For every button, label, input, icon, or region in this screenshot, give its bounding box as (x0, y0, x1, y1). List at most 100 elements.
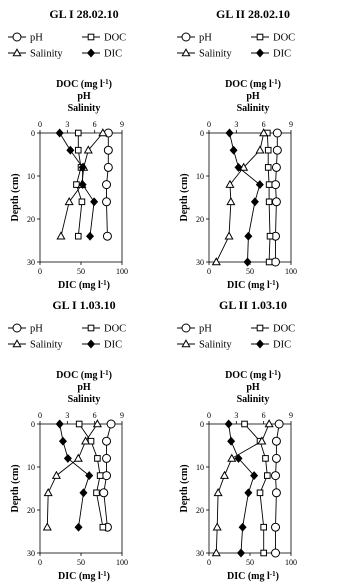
chart-panel-1: GL I 28.02.10 pH DOC Salinity DIC DOC (mg l-1… (8, 7, 128, 291)
y-tick-label: 30 (196, 258, 204, 267)
legend-marker-ph (181, 32, 191, 42)
data-point-dic (63, 453, 72, 463)
data-point-doc (78, 198, 86, 206)
y-axis-label: Depth (cm) (179, 173, 190, 221)
top-tick-label: 6 (262, 120, 266, 129)
data-point-doc (262, 455, 269, 462)
legend-item-dic: DIC (251, 49, 291, 60)
top-tick-label: 3 (65, 120, 69, 129)
data-point-doc (96, 472, 104, 479)
data-point-ph (271, 162, 281, 172)
top-tick-label: 0 (38, 120, 42, 129)
data-point-salinity (42, 522, 52, 531)
top-axis-label-doc: DOC (mg l-1) (225, 369, 281, 381)
data-point-ph (271, 548, 281, 558)
chart-title: GL II 28.02.10 (216, 7, 290, 21)
top-tick-label: 9 (120, 120, 124, 129)
y-tick-label: 0 (31, 129, 35, 138)
series-dic (225, 128, 264, 267)
data-point-dic (244, 231, 253, 241)
data-point-ph (102, 231, 112, 241)
data-point-doc (74, 146, 82, 154)
data-point-dic (250, 471, 259, 481)
legend-marker-doc (256, 33, 264, 41)
data-point-ph (106, 419, 116, 429)
legend-marker-salinity (181, 48, 191, 57)
legend-marker-salinity (12, 48, 22, 57)
top-tick-label: 6 (93, 411, 97, 420)
data-point-doc (265, 258, 273, 266)
top-tick-label: 0 (207, 120, 211, 129)
series-ph (102, 128, 113, 241)
series-line-salinity (46, 423, 98, 528)
chart-title: GL I 1.03.10 (52, 298, 115, 312)
data-point-dic (238, 522, 247, 532)
y-tick-label: 20 (196, 215, 204, 224)
series-ph (99, 419, 116, 532)
data-point-doc (93, 489, 100, 497)
data-point-salinity (81, 436, 91, 445)
y-tick-label: 10 (27, 172, 35, 181)
series-salinity (211, 128, 269, 266)
data-point-dic (58, 436, 67, 446)
series-doc (75, 420, 107, 531)
series-doc (264, 129, 274, 266)
data-point-salinity (225, 179, 235, 188)
data-point-dic (225, 128, 234, 138)
data-point-salinity (92, 419, 102, 428)
data-point-doc (75, 420, 83, 428)
data-point-ph (102, 197, 112, 207)
bottom-tick-label: 50 (77, 558, 85, 567)
top-tick-label: 3 (234, 120, 238, 129)
data-point-dic (227, 436, 236, 446)
data-point-salinity (257, 436, 267, 445)
data-point-doc (260, 549, 267, 557)
top-tick-label: 6 (93, 120, 97, 129)
legend: pH DOC Salinity DIC (8, 323, 126, 351)
data-point-salinity (98, 128, 108, 137)
data-point-ph (271, 257, 281, 267)
data-point-salinity (43, 487, 53, 497)
data-point-salinity (64, 196, 74, 206)
y-tick-label: 20 (196, 506, 204, 515)
data-point-doc (74, 232, 82, 240)
bottom-axis-label: DIC (mg l-1) (58, 279, 110, 291)
data-point-ph (272, 145, 282, 155)
legend-item-doc: DOC (251, 33, 295, 44)
data-point-doc (265, 181, 273, 188)
data-point-salinity (83, 145, 93, 154)
top-tick-label: 3 (65, 411, 69, 420)
series-salinity (42, 419, 102, 531)
top-axis-label-doc: DOC (mg l-1) (225, 78, 281, 90)
data-point-salinity (226, 196, 236, 206)
legend-marker-doc (87, 33, 95, 41)
top-tick-label: 6 (262, 411, 266, 420)
legend-item-dic: DIC (251, 340, 291, 351)
legend-label: Salinity (30, 340, 63, 351)
bottom-tick-label: 50 (77, 267, 85, 276)
data-point-dic (79, 488, 88, 498)
data-point-ph (271, 522, 281, 532)
data-point-dic (66, 145, 75, 155)
data-point-ph (99, 488, 109, 498)
legend-marker-doc (87, 324, 95, 332)
y-tick-label: 30 (27, 258, 35, 267)
legend-item-salinity: Salinity (177, 48, 232, 60)
data-point-ph (272, 128, 282, 138)
data-point-dic (90, 197, 99, 207)
top-axis-label-salinity: Salinity (68, 103, 101, 114)
legend-item-ph: pH (8, 323, 43, 335)
top-axis-label-ph: pH (77, 382, 91, 393)
legend-label: Salinity (199, 340, 232, 351)
data-point-doc (264, 146, 272, 154)
data-point-ph (271, 453, 281, 463)
top-axis-label-ph: pH (77, 91, 91, 102)
bottom-tick-label: 50 (246, 267, 254, 276)
data-point-doc (99, 523, 107, 531)
legend-label: Salinity (199, 49, 232, 60)
legend-marker-dic (255, 339, 265, 349)
legend: pH DOC Salinity DIC (177, 32, 295, 60)
legend-item-doc: DOC (82, 33, 126, 44)
data-point-salinity (264, 419, 274, 428)
